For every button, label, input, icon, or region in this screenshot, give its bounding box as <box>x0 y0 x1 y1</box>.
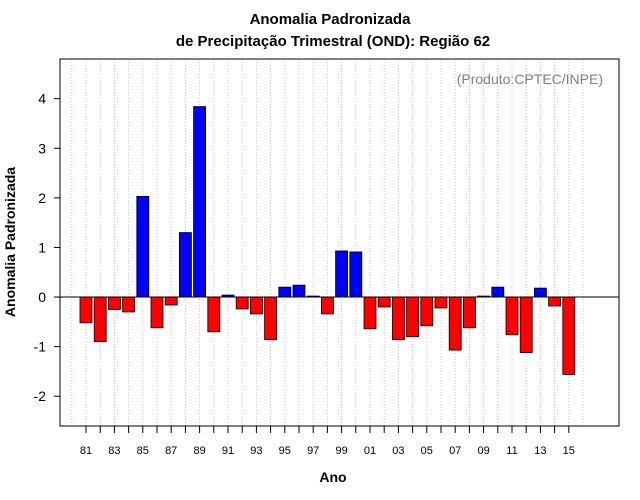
bar-2014 <box>548 296 561 307</box>
bar-1990 <box>207 296 221 333</box>
x-tick-label: 13 <box>534 445 546 457</box>
x-tick-label: 81 <box>80 445 92 457</box>
chart-subtitle: de Precipitação Trimestral (OND): Região… <box>176 33 490 50</box>
bar-2006 <box>434 296 448 309</box>
chart-title: Anomalia Padronizada <box>250 11 412 28</box>
bar-2011 <box>505 296 519 336</box>
x-tick-label: 01 <box>364 445 376 457</box>
bar-1992 <box>235 296 249 310</box>
x-tick-label: 97 <box>307 445 319 457</box>
bar-2000 <box>349 251 363 298</box>
bar-1981 <box>79 296 93 324</box>
y-tick-label: 2 <box>38 190 46 206</box>
x-tick-label: 07 <box>449 445 461 457</box>
bar-2004 <box>406 296 420 338</box>
bar-2012 <box>519 296 533 353</box>
x-tick-label: 05 <box>421 445 433 457</box>
bar-1987 <box>164 296 178 306</box>
plot-frame <box>59 58 620 427</box>
bar-1995 <box>278 286 292 298</box>
bar-2005 <box>420 296 434 327</box>
y-tick-label: 0 <box>38 289 46 305</box>
source-annotation: (Produto:CPTEC/INPE) <box>457 71 603 87</box>
y-tick-label: 4 <box>38 91 46 107</box>
x-tick-label: 83 <box>108 445 120 457</box>
y-tick-label: -1 <box>34 339 47 355</box>
bar-2003 <box>391 296 405 341</box>
bar-1996 <box>292 284 306 298</box>
x-tick-label: 15 <box>563 445 575 457</box>
x-axis: 81 83 85 87 89 91 93 95 97 99 01 03 05 07 09 11 13 15 <box>80 426 575 457</box>
bar-1993 <box>249 296 263 315</box>
bar-1986 <box>150 296 164 329</box>
bar-2008 <box>462 296 476 329</box>
x-axis-label: Ano <box>319 469 346 485</box>
bar-1984 <box>122 296 135 313</box>
x-tick-label: 11 <box>506 445 517 457</box>
x-tick-label: 99 <box>335 445 347 457</box>
bar-2013 <box>534 287 547 298</box>
bar-2002 <box>377 296 391 308</box>
x-tick-label: 95 <box>279 445 291 457</box>
y-tick-label: 1 <box>38 239 46 255</box>
bar-1999 <box>335 250 349 298</box>
bar-1982 <box>93 296 107 343</box>
y-tick-label: 3 <box>38 140 46 156</box>
y-axis: -2 -1 0 1 2 3 4 <box>34 91 60 404</box>
bar-1983 <box>108 296 121 310</box>
x-tick-label: 87 <box>165 445 177 457</box>
x-tick-label: 91 <box>222 445 234 457</box>
x-tick-label: 89 <box>193 445 205 457</box>
bar-2001 <box>363 296 377 330</box>
x-tick-label: 09 <box>477 445 489 457</box>
bar-1988 <box>178 232 192 298</box>
bar-1989 <box>193 106 207 298</box>
bar-1998 <box>320 296 334 315</box>
x-tick-label: 93 <box>250 445 262 457</box>
y-axis-label: Anomalia Padronizada <box>2 167 18 317</box>
x-tick-label: 03 <box>392 445 404 457</box>
bar-2010 <box>491 286 505 298</box>
bar-1985 <box>136 195 150 298</box>
bar-1994 <box>264 296 278 341</box>
y-tick-label: -2 <box>34 388 47 404</box>
bar-2007 <box>448 296 462 351</box>
grid <box>71 59 584 426</box>
bar-2015 <box>562 296 576 375</box>
x-tick-label: 85 <box>137 445 149 457</box>
